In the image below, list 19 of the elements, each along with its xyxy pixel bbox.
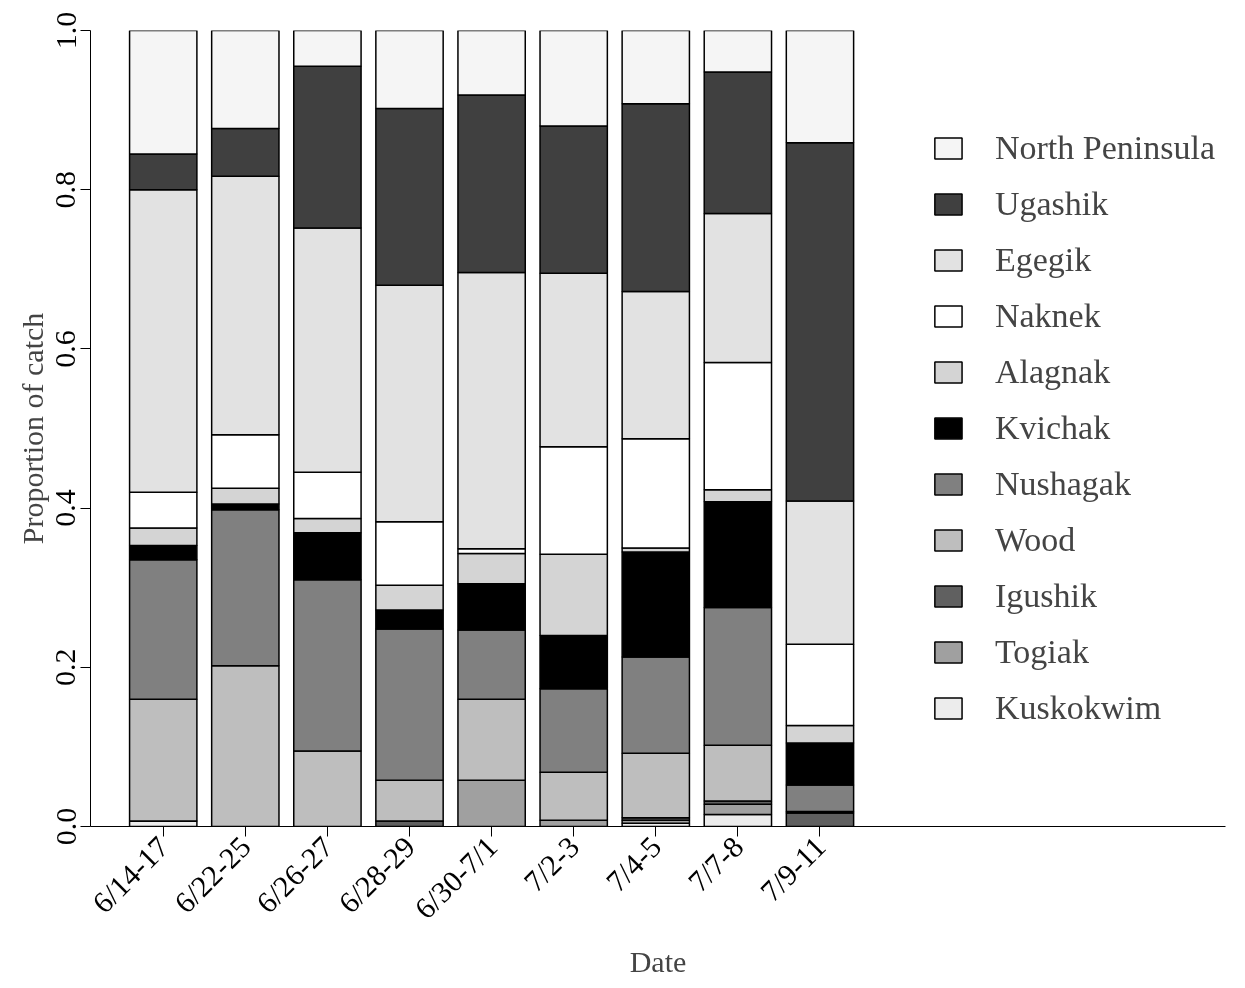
legend-label: Igushik (994, 577, 1097, 615)
y-tick-label: 1.0 (48, 11, 82, 50)
legend-label: Naknek (994, 297, 1101, 335)
y-tick-label: 0.0 (48, 807, 82, 846)
legend-label: Alagnak (994, 353, 1111, 391)
y-tick-label: 0.4 (48, 489, 82, 527)
legend-label: Kuskokwim (994, 689, 1162, 727)
y-axis-title: Proportion of catch (15, 312, 49, 545)
legend-label: Egegik (994, 241, 1092, 279)
legend-label: Togiak (994, 633, 1089, 671)
legend-label: Nushagak (994, 465, 1131, 503)
legend-label: Wood (994, 521, 1076, 559)
x-axis-title: Date (629, 944, 687, 978)
y-tick-label: 0.8 (48, 170, 82, 209)
legend-label: North Peninsula (994, 129, 1215, 167)
legend-label: Ugashik (994, 185, 1109, 223)
legend-label: Kvichak (994, 409, 1111, 447)
y-tick-label: 0.6 (48, 330, 82, 368)
y-tick-label: 0.2 (48, 648, 82, 687)
